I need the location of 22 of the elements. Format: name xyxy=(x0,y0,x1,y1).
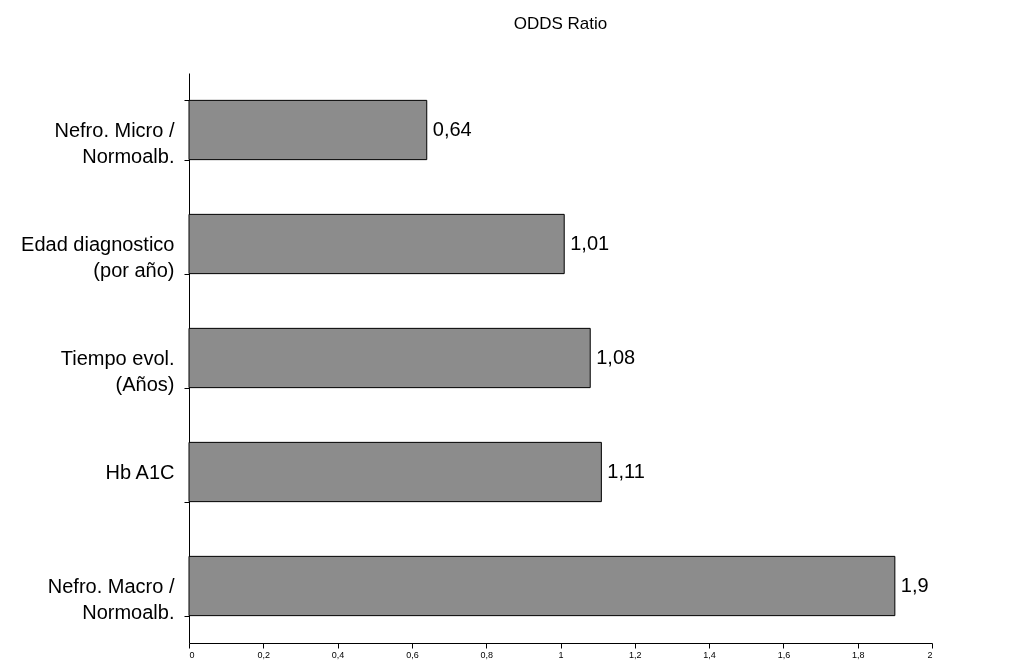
x-tick-label: 1,8 xyxy=(851,649,865,660)
y-tick-label: Nefro. Macro / Normoalb. xyxy=(47,574,175,623)
x-tick-label: 0,8 xyxy=(480,649,493,660)
data-label: 1,11 xyxy=(607,460,645,482)
x-tick-label: 2 xyxy=(927,649,933,660)
x-tick-label: 1,6 xyxy=(777,649,791,660)
x-tick-label: 0 xyxy=(189,649,195,660)
x-tick-label: 0,2 xyxy=(257,649,271,660)
data-label: 1,01 xyxy=(570,232,610,254)
x-tick-label: 1 xyxy=(558,649,564,660)
y-tick-label: Tiempo evol. (Años) xyxy=(60,346,175,395)
x-tick-label: 1,4 xyxy=(703,649,716,660)
x-tick-label: 0,6 xyxy=(406,649,419,660)
chart-title: ODDS Ratio xyxy=(513,14,608,33)
data-label: 1,9 xyxy=(900,574,929,596)
y-tick-label: Nefro. Micro / Normoalb. xyxy=(54,118,175,167)
y-tick-label: Edad diagnostico (por año) xyxy=(21,232,175,281)
x-tick-label: 1,2 xyxy=(629,649,642,660)
data-label: 0,64 xyxy=(432,118,472,140)
y-tick-label: Hb A1C xyxy=(105,460,175,483)
data-label: 1,08 xyxy=(596,346,636,368)
x-tick-label: 0,4 xyxy=(331,649,345,660)
